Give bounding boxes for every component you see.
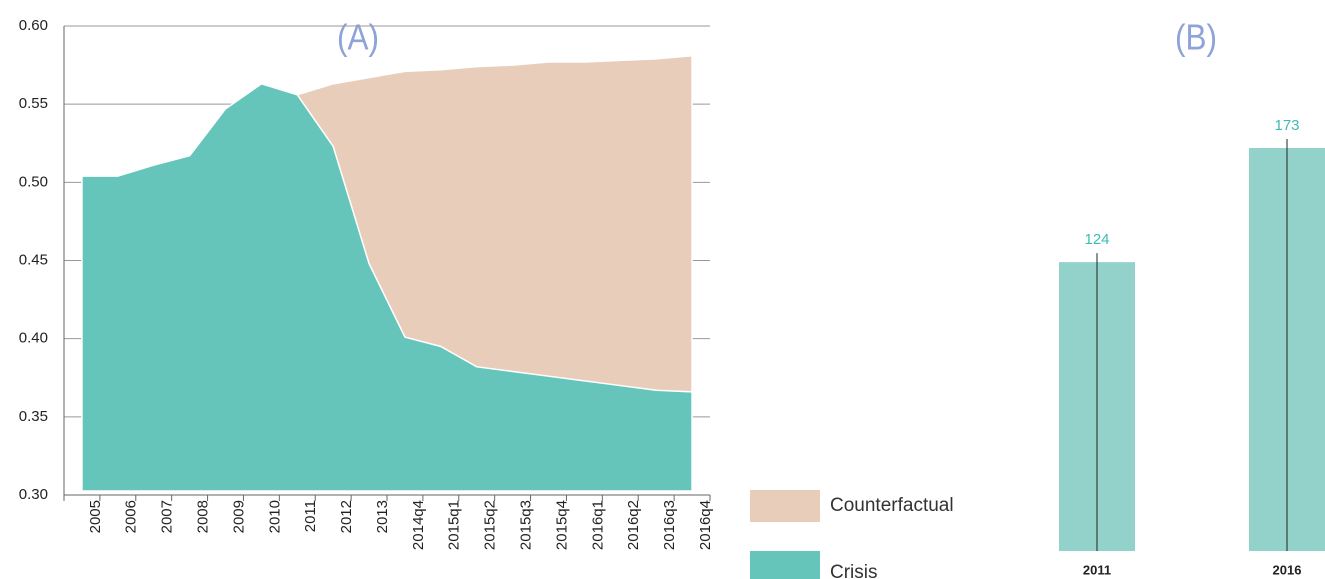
x-tick-label: 2007 bbox=[159, 500, 176, 533]
x-tick-label: 2016 bbox=[1273, 562, 1302, 577]
x-tick-label: 2006 bbox=[123, 500, 140, 533]
x-tick-label: 2016q2 bbox=[625, 500, 642, 550]
x-tick-label: 2016q4 bbox=[697, 500, 714, 550]
x-tick-label: 2011 bbox=[302, 500, 319, 532]
x-tick-label: 2013 bbox=[374, 500, 391, 533]
area bbox=[81, 83, 693, 492]
value-label: 124 bbox=[1084, 231, 1109, 248]
y-tick-label: 0.55 bbox=[19, 95, 48, 112]
chart-title: (A) bbox=[337, 17, 379, 58]
x-tick-label: 2015q4 bbox=[553, 500, 570, 550]
legend-swatch bbox=[750, 490, 820, 522]
y-tick-label: 0.35 bbox=[19, 408, 48, 425]
legend-label: Counterfactual bbox=[830, 495, 954, 516]
x-tick-label: 2008 bbox=[195, 500, 212, 533]
value-label: 173 bbox=[1274, 117, 1299, 134]
x-tick-label: 2015q1 bbox=[446, 500, 463, 550]
chart-title: (B) bbox=[1175, 17, 1217, 58]
x-tick-label: 2015q2 bbox=[482, 500, 499, 550]
x-tick-label: 2016q1 bbox=[589, 500, 606, 550]
y-tick-label: 0.60 bbox=[19, 17, 48, 34]
legend-swatch bbox=[750, 551, 820, 579]
x-tick-label: 2009 bbox=[230, 500, 247, 533]
x-tick-label: 2014q4 bbox=[410, 500, 427, 550]
y-tick-label: 0.45 bbox=[19, 251, 48, 268]
x-tick-label: 2016q3 bbox=[661, 500, 678, 550]
y-tick-label: 0.30 bbox=[19, 486, 48, 503]
x-tick-label: 2012 bbox=[338, 500, 355, 533]
x-tick-label: 2005 bbox=[87, 500, 104, 533]
x-tick-label: 2010 bbox=[266, 500, 283, 533]
x-tick-label: 2015q3 bbox=[518, 500, 535, 550]
legend-label: Crisis bbox=[830, 562, 878, 579]
y-tick-label: 0.50 bbox=[19, 173, 48, 190]
y-tick-label: 0.40 bbox=[19, 330, 48, 347]
x-tick-label: 2011 bbox=[1083, 562, 1111, 577]
